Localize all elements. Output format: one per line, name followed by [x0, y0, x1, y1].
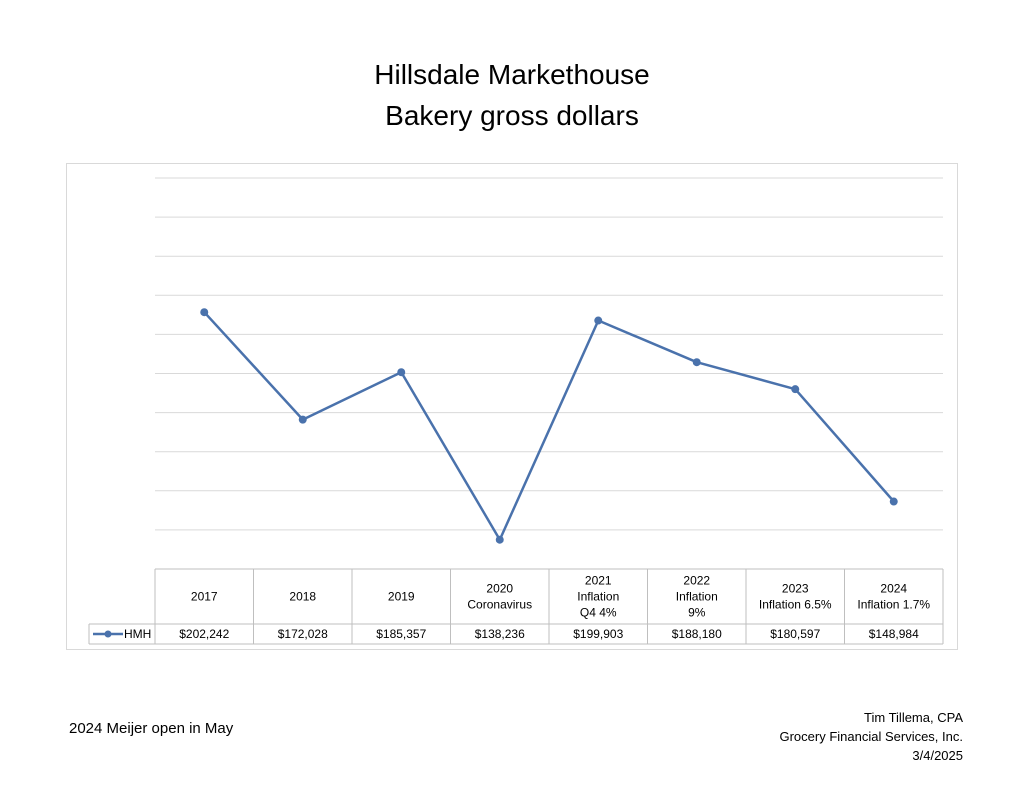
x-category-label: 2019 [388, 590, 415, 604]
x-category-label-line: 2019 [388, 590, 415, 604]
data-point [298, 415, 307, 424]
credit-date: 3/4/2025 [912, 748, 963, 763]
data-point [495, 535, 504, 544]
x-category-label: 2023 Inflation 6.5% [759, 582, 832, 612]
x-category-label-line: Q4 4% [580, 606, 617, 620]
data-value-label: $138,236 [475, 627, 525, 641]
data-value-label: $172,028 [278, 627, 328, 641]
x-category-label-line: 2024 [880, 582, 907, 596]
x-category-label-line: 2018 [289, 590, 316, 604]
footnote: 2024 Meijer open in May [69, 720, 234, 737]
legend-marker [104, 630, 112, 638]
legend-label: HMH [124, 627, 151, 641]
line-chart: 2017 2018 2019 2020 Coronavirus 2021 Inflation… [88, 177, 944, 645]
x-category-label-line: 2020 [486, 582, 513, 596]
data-point [791, 385, 800, 394]
data-point [889, 497, 898, 506]
x-category-label-line: 2022 [683, 574, 710, 588]
x-category-label: 2024 Inflation 1.7% [857, 582, 930, 612]
data-value-label: $180,597 [770, 627, 820, 641]
chart-title-line-1: Hillsdale Markethouse [374, 59, 650, 90]
data-point [594, 316, 603, 325]
x-category-label-line: Inflation [577, 590, 619, 604]
credit-name: Tim Tillema, CPA [864, 710, 963, 725]
data-value-label: $202,242 [179, 627, 229, 641]
x-category-label-line: 9% [688, 606, 706, 620]
x-category-label-line: 2021 [585, 574, 612, 588]
credit-firm: Grocery Financial Services, Inc. [779, 729, 963, 744]
chart-area: 2017 2018 2019 2020 Coronavirus 2021 Inflation… [66, 163, 958, 650]
data-value-label: $148,984 [869, 627, 919, 641]
x-category-label: 2021 Inflation Q4 4% [577, 574, 619, 620]
data-value-label: $188,180 [672, 627, 722, 641]
x-category-label-line: Inflation 6.5% [759, 598, 832, 612]
x-category-label-line: 2023 [782, 582, 809, 596]
x-category-label: 2018 [289, 590, 316, 604]
x-category-label-line: Inflation [676, 590, 718, 604]
x-category-label-line: Coronavirus [467, 598, 532, 612]
x-category-label-line: Inflation 1.7% [857, 598, 930, 612]
x-category-label: 2022 Inflation 9% [676, 574, 718, 620]
data-value-label: $185,357 [376, 627, 426, 641]
x-category-label: 2020 Coronavirus [467, 582, 532, 612]
data-table: 2017 2018 2019 2020 Coronavirus 2021 Inflation… [88, 568, 944, 645]
data-point [692, 358, 701, 367]
x-category-label: 2017 [191, 590, 218, 604]
data-value-label: $199,903 [573, 627, 623, 641]
data-point [397, 368, 406, 377]
chart-title-line-2: Bakery gross dollars [385, 100, 639, 131]
data-point [200, 308, 209, 317]
gridlines [155, 177, 943, 570]
series-line-hmh [203, 311, 895, 541]
x-category-label-line: 2017 [191, 590, 218, 604]
series-hmh [200, 308, 898, 544]
